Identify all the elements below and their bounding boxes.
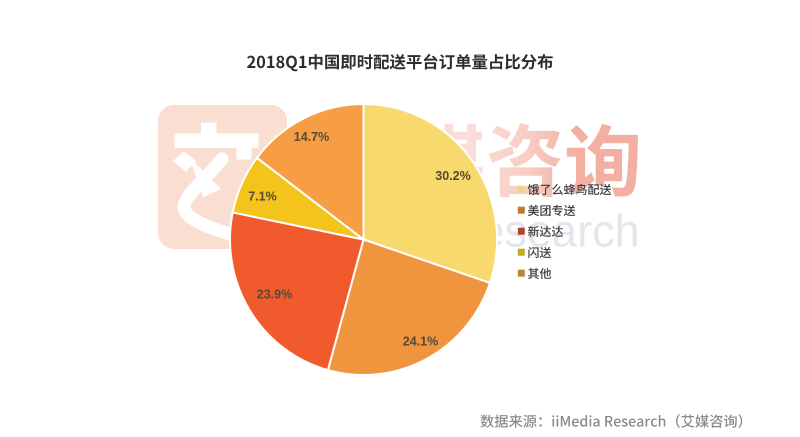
svg-text:23.9%: 23.9% (257, 287, 292, 301)
svg-text:30.2%: 30.2% (435, 169, 470, 183)
svg-text:24.1%: 24.1% (403, 334, 438, 348)
svg-text:14.7%: 14.7% (294, 130, 329, 144)
svg-text:7.1%: 7.1% (248, 189, 277, 203)
